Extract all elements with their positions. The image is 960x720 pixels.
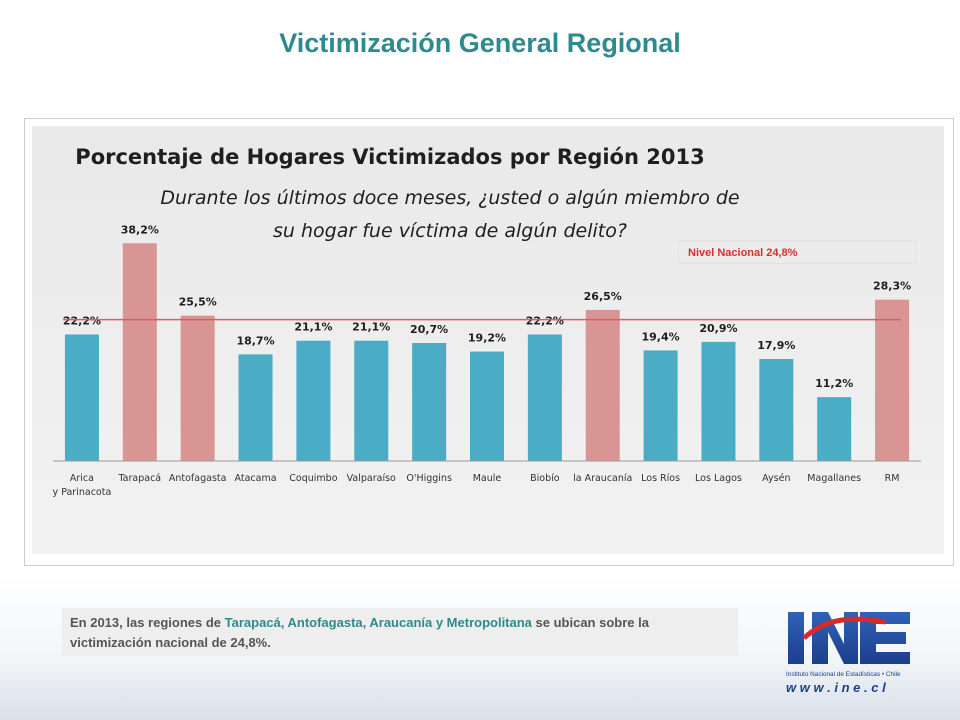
bar-value-label-10: 19,4% [642, 330, 680, 343]
category-label-2: Antofagasta [169, 473, 227, 484]
ine-logo: Instituto Nacional de Estadísticas • Chi… [786, 608, 916, 698]
slide-title: Victimización General Regional [279, 28, 681, 58]
bar-4 [296, 340, 331, 461]
ine-logo-caption: Instituto Nacional de Estadísticas • Chi… [786, 671, 901, 678]
bar-value-label-2: 25,5% [179, 296, 217, 309]
category-label-10: Los Ríos [641, 473, 680, 484]
bar-value-label-5: 21,1% [352, 321, 390, 334]
bar-11 [701, 341, 736, 461]
bar-1 [122, 243, 157, 461]
bar-value-label-0: 22,2% [63, 314, 101, 327]
summary-note-highlight: Tarapacá, Antofagasta, Araucanía y Metro… [224, 615, 532, 630]
chart-title: Porcentaje de Hogares Victimizados por R… [75, 145, 705, 169]
category-label-9: la Araucanía [573, 473, 632, 484]
category-label-7: Maule [473, 473, 502, 484]
bar-0 [64, 334, 99, 461]
bar-5 [354, 340, 389, 461]
bar-value-label-12: 17,9% [757, 339, 795, 352]
bar-2 [180, 315, 215, 461]
bar-value-label-9: 26,5% [584, 290, 622, 303]
bar-13 [817, 397, 852, 461]
bar-value-label-4: 21,1% [294, 321, 332, 334]
category-label-14: RM [885, 473, 900, 484]
summary-note: En 2013, las regiones de Tarapacá, Antof… [62, 608, 738, 656]
category-label-6: O'Higgins [406, 473, 452, 484]
bar-value-label-14: 28,3% [873, 280, 911, 293]
bar-value-label-6: 20,7% [410, 323, 448, 336]
bar-9 [585, 309, 620, 461]
category-label-0-line2: y Parinacota [53, 487, 112, 498]
chart-subtitle: Durante los últimos doce meses, ¿usted o… [150, 182, 750, 248]
bar-value-label-13: 11,2% [815, 377, 853, 390]
category-label-12: Aysén [762, 473, 790, 484]
category-label-8: Biobío [530, 473, 560, 484]
bar-14 [875, 299, 910, 461]
bar-value-label-11: 20,9% [699, 322, 737, 335]
bar-value-label-1: 38,2% [121, 223, 159, 236]
bar-value-label-8: 22,2% [526, 314, 564, 327]
bar-7 [470, 351, 504, 461]
category-label-0: Arica [70, 473, 94, 484]
bar-8 [527, 334, 562, 461]
bar-10 [643, 350, 678, 461]
chart-subtitle-line2: su hogar fue víctima de algún delito? [273, 220, 627, 242]
bar-12 [759, 358, 794, 461]
category-label-1: Tarapacá [117, 473, 161, 484]
chart-subtitle-line1: Durante los últimos doce meses, ¿usted o… [160, 187, 740, 209]
category-label-13: Magallanes [807, 473, 861, 484]
category-label-11: Los Lagos [695, 473, 742, 484]
ine-logo-url: w w w . i n e . c l [786, 680, 886, 695]
bar-6 [412, 343, 447, 461]
legend-national-level: Nivel Nacional 24,8% [678, 240, 916, 264]
category-label-5: Valparaíso [347, 473, 396, 484]
summary-note-text-1: En 2013, las regiones de [70, 615, 225, 630]
bar-3 [238, 354, 273, 461]
summary-note-text-2: se ubican sobre la victimización naciona… [70, 615, 649, 650]
ine-logo-mark: Instituto Nacional de Estadísticas • Chi… [786, 612, 910, 695]
background-band [0, 660, 960, 720]
category-label-3: Atacama [235, 473, 277, 484]
bar-value-label-7: 19,2% [468, 332, 506, 345]
bar-value-label-3: 18,7% [236, 334, 274, 347]
category-label-4: Coquimbo [289, 473, 337, 484]
